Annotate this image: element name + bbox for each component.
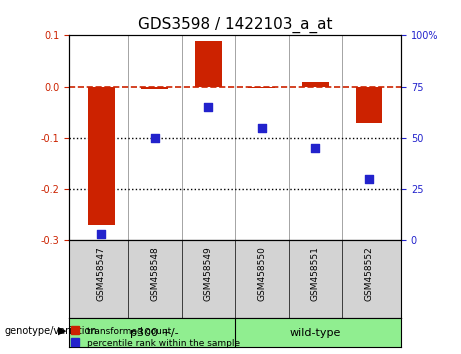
Text: p300 +/-: p300 +/-	[130, 327, 179, 338]
Bar	[302, 81, 329, 87]
Legend: transformed count, percentile rank within the sample: transformed count, percentile rank withi…	[69, 325, 242, 349]
Text: GSM458551: GSM458551	[311, 247, 320, 302]
Point	[312, 145, 319, 151]
Point	[365, 176, 372, 182]
Text: ▶: ▶	[58, 326, 66, 336]
Text: GSM458547: GSM458547	[97, 247, 106, 301]
Bar	[195, 40, 222, 87]
Point	[98, 232, 105, 237]
Bar	[142, 87, 168, 89]
Point	[205, 104, 212, 110]
Text: genotype/variation: genotype/variation	[5, 326, 97, 336]
Bar	[248, 87, 275, 88]
Bar	[355, 87, 382, 122]
Text: GSM458550: GSM458550	[257, 247, 266, 302]
Point	[258, 125, 266, 131]
Text: GSM458552: GSM458552	[365, 247, 373, 301]
Text: GSM458549: GSM458549	[204, 247, 213, 301]
Title: GDS3598 / 1422103_a_at: GDS3598 / 1422103_a_at	[138, 16, 332, 33]
Text: wild-type: wild-type	[290, 327, 341, 338]
Point	[151, 135, 159, 141]
Bar	[88, 87, 115, 225]
Text: GSM458548: GSM458548	[150, 247, 160, 301]
